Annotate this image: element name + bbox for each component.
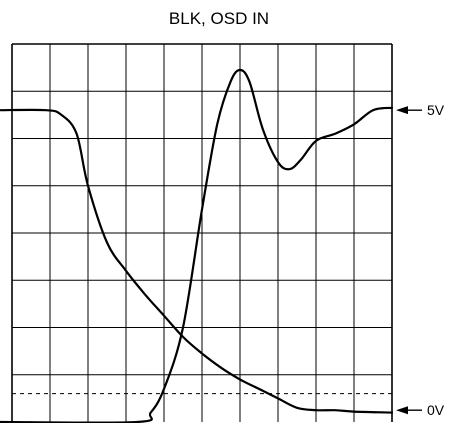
trace-line-2 [0, 68, 394, 424]
arrow-left-icon [396, 406, 408, 415]
grid [12, 44, 392, 422]
arrow-left-icon [396, 106, 408, 115]
trace-line-1 [0, 108, 394, 414]
plot-frame [11, 43, 393, 422]
marker-label: 0V [427, 402, 445, 418]
chart-title: BLK, OSD IN [169, 9, 269, 28]
level-marker: 5V [396, 102, 445, 118]
traces [0, 68, 394, 424]
marker-label: 5V [427, 102, 445, 118]
level-markers: 5V 0V [396, 102, 445, 418]
level-marker: 0V [396, 402, 445, 418]
